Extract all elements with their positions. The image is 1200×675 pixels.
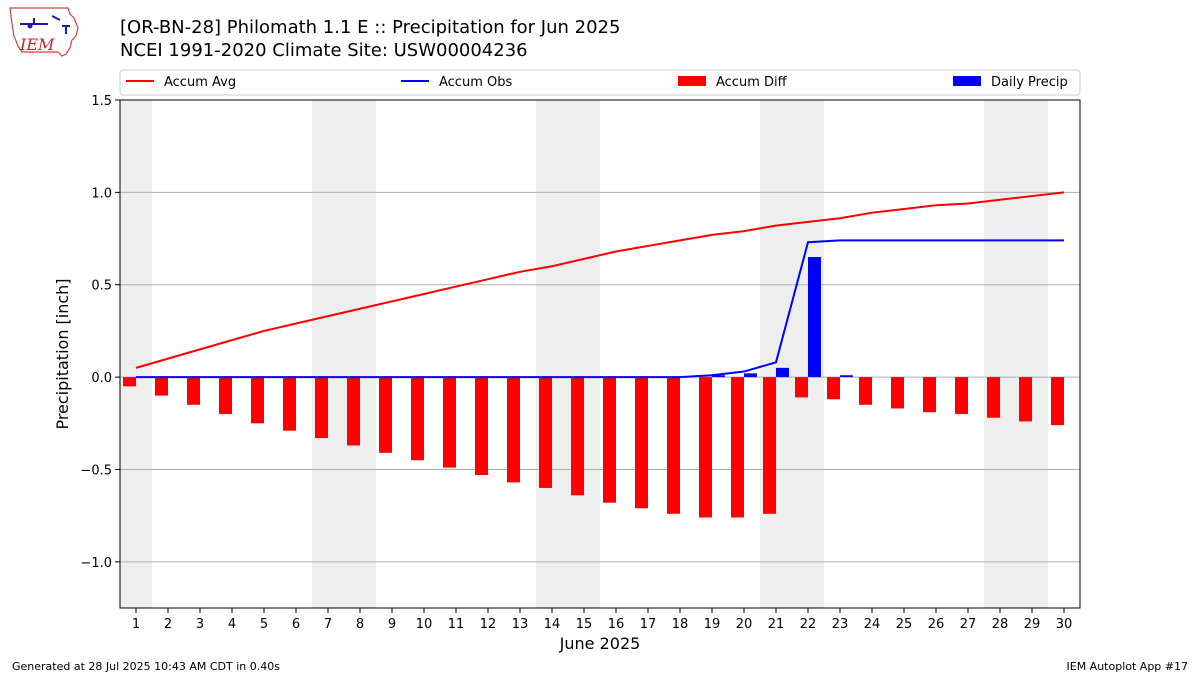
accum-diff-bar [123, 377, 136, 387]
y-tick-label: 0.0 [91, 371, 112, 386]
accum-diff-bar [283, 377, 296, 431]
accum-diff-bar [635, 377, 648, 509]
accum-diff-bar [411, 377, 424, 461]
accum-diff-bar [475, 377, 488, 475]
x-tick-label: 10 [416, 617, 433, 632]
x-tick-label: 21 [768, 617, 785, 632]
x-tick-label: 11 [448, 617, 465, 632]
x-tick-label: 7 [324, 617, 332, 632]
weekend-shade [760, 100, 792, 608]
accum-diff-bar [603, 377, 616, 503]
y-axis-label: Precipitation [inch] [53, 278, 72, 429]
legend-label: Accum Avg [164, 75, 236, 90]
accum-diff-bar [155, 377, 168, 396]
accum-diff-bar [795, 377, 808, 398]
weekend-shade [1016, 100, 1048, 608]
weekend-shade [344, 100, 376, 608]
x-axis-label: June 2025 [559, 634, 641, 653]
daily-precip-bar [744, 373, 757, 378]
legend-box [119, 69, 1081, 96]
x-tick-label: 6 [292, 617, 300, 632]
y-tick-label: 1.0 [91, 186, 112, 201]
x-tick-label: 19 [704, 617, 721, 632]
accum-diff-bar [667, 377, 680, 514]
footer-generated-text: Generated at 28 Jul 2025 10:43 AM CDT in… [12, 660, 280, 673]
x-tick-label: 14 [544, 617, 561, 632]
legend-swatch [678, 76, 706, 86]
accum-obs-line [136, 239, 1064, 379]
x-tick-label: 2 [164, 617, 172, 632]
accum-diff-bar [187, 377, 200, 405]
accum-diff-bar [379, 377, 392, 453]
accum-diff-bar [1051, 377, 1064, 426]
accum-diff-bar [219, 377, 232, 415]
accum-diff-bar [923, 377, 936, 413]
accum-diff-bar [315, 377, 328, 439]
x-tick-label: 1 [132, 617, 140, 632]
footer-app-label: IEM Autoplot App #17 [1066, 660, 1189, 673]
accum-diff-bar [731, 377, 744, 518]
y-tick-label: 1.5 [91, 94, 112, 109]
daily-precip-bar [712, 375, 725, 378]
x-tick-label: 29 [1024, 617, 1041, 632]
weekend-shade [984, 100, 1016, 608]
legend-label: Daily Precip [991, 75, 1068, 90]
weekend-shade [312, 100, 344, 608]
weekend-shade [120, 100, 152, 608]
x-tick-label: 3 [196, 617, 204, 632]
x-tick-label: 26 [928, 617, 945, 632]
y-tick-label: −0.5 [80, 463, 112, 478]
x-tick-label: 18 [672, 617, 689, 632]
accum-diff-bar [251, 377, 264, 424]
x-tick-label: 25 [896, 617, 913, 632]
accum-diff-bar [347, 377, 360, 446]
x-tick-label: 12 [480, 617, 497, 632]
accum-diff-bar [859, 377, 872, 405]
chart-subtitle: NCEI 1991-2020 Climate Site: USW00004236 [120, 40, 528, 61]
accum-diff-bar [699, 377, 712, 518]
x-tick-label: 27 [960, 617, 977, 632]
accum-diff-bar [539, 377, 552, 488]
accum-diff-bar [1019, 377, 1032, 422]
accum-diff-bar [891, 377, 904, 409]
accum-diff-bar [507, 377, 520, 483]
x-tick-label: 16 [608, 617, 625, 632]
daily-precip-bar [776, 367, 789, 378]
x-tick-label: 17 [640, 617, 657, 632]
accum-avg-line [135, 191, 1065, 369]
x-tick-label: 15 [576, 617, 593, 632]
x-tick-label: 20 [736, 617, 753, 632]
x-tick-label: 9 [388, 617, 396, 632]
daily-precip-bar [840, 375, 853, 378]
legend-label: Accum Obs [439, 75, 512, 90]
x-tick-label: 30 [1056, 617, 1073, 632]
accum-diff-bar [955, 377, 968, 415]
x-tick-label: 5 [260, 617, 268, 632]
plot-frame [119, 99, 1081, 609]
x-tick-label: 8 [356, 617, 364, 632]
x-tick-label: 23 [832, 617, 849, 632]
x-tick-label: 4 [228, 617, 236, 632]
y-tick-label: −1.0 [80, 556, 112, 571]
x-tick-label: 22 [800, 617, 817, 632]
legend-swatch [953, 76, 981, 86]
x-tick-label: 13 [512, 617, 529, 632]
accum-diff-bar [443, 377, 456, 468]
accum-diff-bar [571, 377, 584, 496]
x-tick-label: 28 [992, 617, 1009, 632]
accum-diff-bar [763, 377, 776, 514]
weekend-shade [568, 100, 600, 608]
y-tick-label: 0.5 [91, 279, 112, 294]
weekend-shade [536, 100, 568, 608]
x-tick-label: 24 [864, 617, 881, 632]
accum-diff-bar [987, 377, 1000, 418]
iem-logo: IEM [8, 6, 80, 58]
daily-precip-bar [808, 257, 821, 378]
accum-diff-bar [827, 377, 840, 400]
logo-text: IEM [19, 35, 55, 54]
legend-label: Accum Diff [716, 75, 788, 90]
chart-title: [OR-BN-28] Philomath 1.1 E :: Precipitat… [120, 17, 621, 38]
